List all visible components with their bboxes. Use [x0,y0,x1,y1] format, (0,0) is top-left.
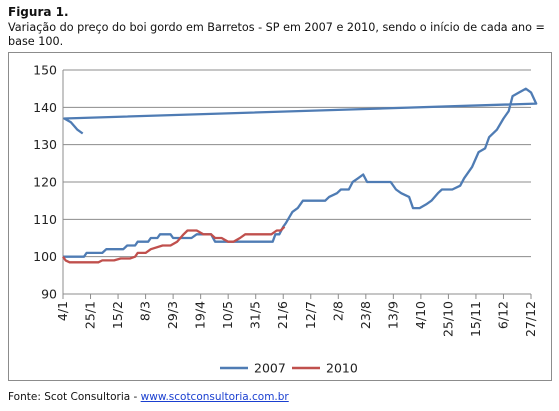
gridlines [63,69,531,258]
x-tick-label: 2/8 [330,301,345,321]
x-tick-label: 21/6 [275,301,290,329]
y-tick-label: 150 [33,63,57,78]
x-tick-label: 13/9 [385,301,400,329]
x-tick-label: 19/4 [193,301,208,329]
line-chart: 90 100 110 120 130 140 150 4/1 25/1 15/2 8/3 29/3 1… [33,63,538,376]
source-note: Fonte: Scot Consultoria - www.scotconsul… [8,391,289,403]
source-link[interactable]: www.scotconsultoria.com.br [140,391,289,403]
axes [62,70,532,299]
y-tick-labels: 90 100 110 120 130 140 150 [33,63,57,302]
y-tick-label: 130 [33,137,57,152]
x-tick-label: 12/7 [303,301,318,329]
y-tick-label: 120 [33,175,57,190]
x-tick-label: 31/5 [248,301,263,329]
x-tick-label: 6/12 [495,301,510,329]
legend-label-2010: 2010 [326,361,358,376]
x-tick-label: 8/3 [138,301,153,321]
legend-label-2007: 2007 [254,361,286,376]
x-tick-label: 25/1 [83,301,98,329]
x-tick-label: 15/11 [468,301,483,337]
x-tick-label: 10/5 [220,301,235,329]
x-tick-label: 29/3 [165,301,180,329]
x-tick-label: 4/10 [413,301,428,329]
x-tick-label: 27/12 [523,301,538,337]
series-line-2010 [62,225,286,264]
x-tick-labels: 4/1 25/1 15/2 8/3 29/3 19/4 10/5 31/5 21/6 12/7 2/… [55,301,538,337]
source-prefix: Fonte: Scot Consultoria - [8,391,141,403]
x-tick-label: 4/1 [55,301,70,321]
chart-frame: 90 100 110 120 130 140 150 4/1 25/1 15/2 8/3 29/3 1… [8,52,552,381]
series-lines [62,87,538,264]
legend: 2007 2010 [220,361,358,376]
series-line-2007 [63,87,538,258]
figure-label: Figura 1. [8,5,69,19]
figure-caption: Variação do preço do boi gordo em Barret… [8,21,545,48]
y-tick-label: 100 [33,249,57,264]
y-tick-label: 90 [41,287,57,302]
x-tick-label: 25/10 [440,301,455,337]
x-tick-label: 23/8 [358,301,373,329]
y-tick-label: 110 [33,212,57,227]
y-tick-label: 140 [33,100,57,115]
x-tick-label: 15/2 [110,301,125,329]
